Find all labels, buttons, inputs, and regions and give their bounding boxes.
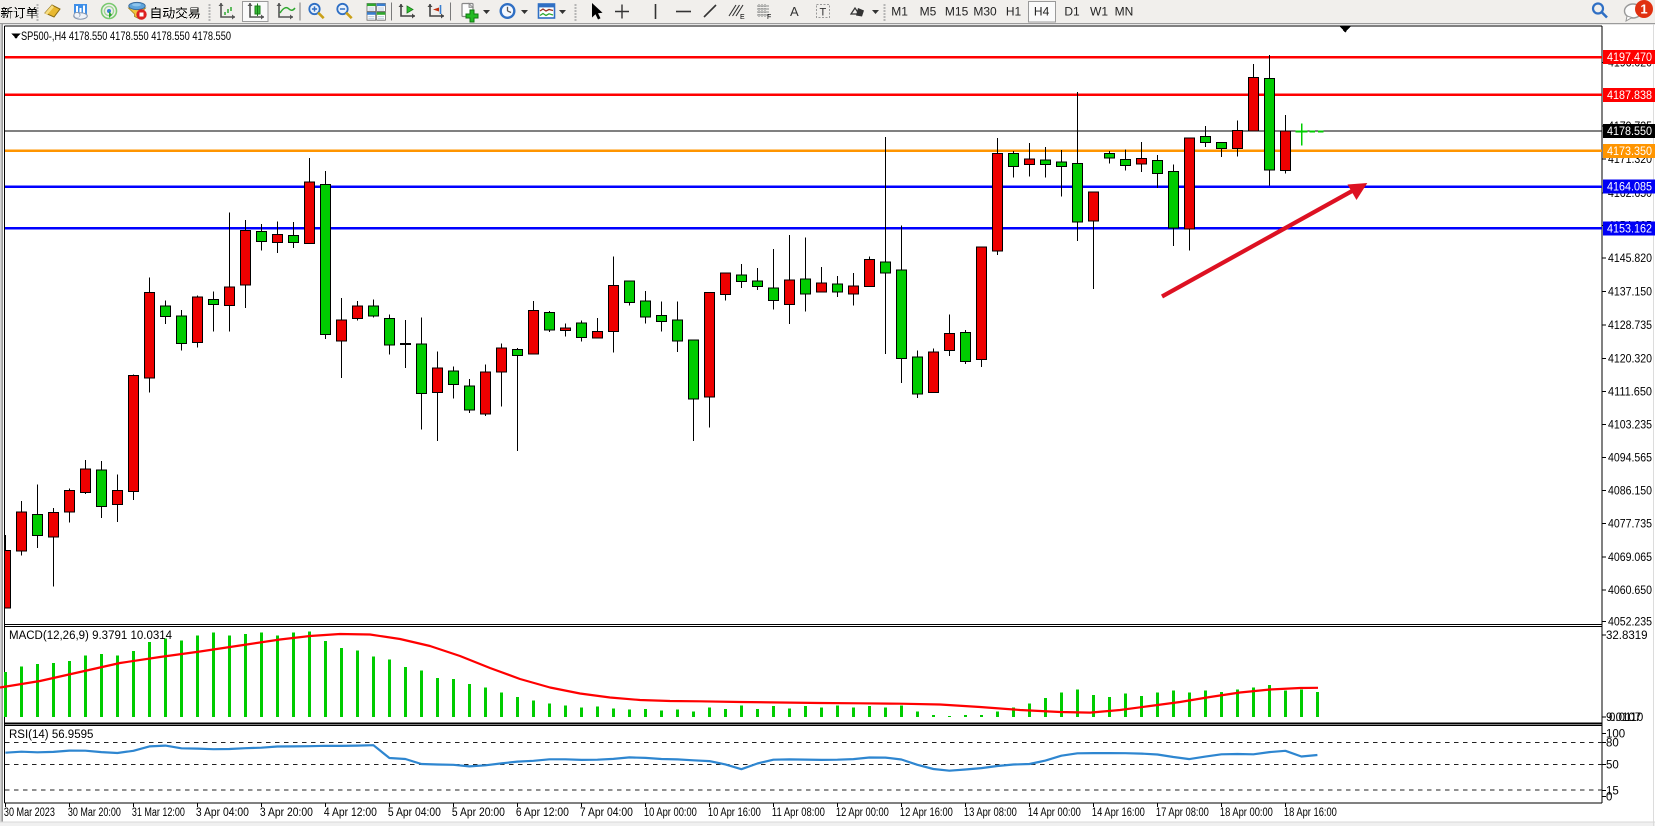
svg-text:4077.735: 4077.735: [1608, 519, 1652, 531]
svg-text:MN: MN: [1115, 5, 1134, 19]
svg-text:4052.235: 4052.235: [1608, 617, 1652, 629]
svg-text:18 Apr 16:00: 18 Apr 16:00: [1284, 807, 1337, 819]
svg-text:10 Apr 00:00: 10 Apr 00:00: [644, 807, 697, 819]
svg-text:7 Apr 04:00: 7 Apr 04:00: [580, 807, 633, 819]
svg-text:10 Apr 16:00: 10 Apr 16:00: [708, 807, 761, 819]
svg-text:H4: H4: [1034, 5, 1050, 19]
svg-text:M1: M1: [891, 5, 908, 19]
svg-text:D1: D1: [1064, 5, 1080, 19]
svg-text:4187.838: 4187.838: [1607, 90, 1652, 102]
svg-text:12 Apr 00:00: 12 Apr 00:00: [836, 807, 889, 819]
svg-text:5 Apr 04:00: 5 Apr 04:00: [388, 807, 441, 819]
svg-text:4173.350: 4173.350: [1607, 146, 1652, 158]
svg-text:6 Apr 12:00: 6 Apr 12:00: [516, 807, 569, 819]
svg-text:SP500-,H4 4178.550 4178.550 4: SP500-,H4 4178.550 4178.550 4178.550 417…: [21, 29, 231, 43]
svg-text:4197.470: 4197.470: [1607, 52, 1652, 64]
svg-text:1: 1: [1640, 2, 1647, 17]
svg-text:9.0107: 9.0107: [1606, 712, 1641, 724]
svg-text:4120.320: 4120.320: [1608, 354, 1652, 366]
svg-text:13 Apr 08:00: 13 Apr 08:00: [964, 807, 1017, 819]
svg-text:17 Apr 08:00: 17 Apr 08:00: [1156, 807, 1209, 819]
svg-text:A: A: [790, 4, 799, 19]
svg-text:4094.565: 4094.565: [1608, 452, 1652, 464]
svg-text:M15: M15: [945, 5, 969, 19]
svg-text:M5: M5: [920, 5, 937, 19]
svg-text:0: 0: [1606, 792, 1612, 804]
svg-text:4103.235: 4103.235: [1608, 419, 1652, 431]
svg-text:12 Apr 16:00: 12 Apr 16:00: [900, 807, 953, 819]
svg-text:4060.650: 4060.650: [1608, 585, 1652, 597]
svg-text:80: 80: [1606, 737, 1619, 749]
svg-text:4 Apr 12:00: 4 Apr 12:00: [324, 807, 377, 819]
svg-text:E: E: [740, 14, 745, 21]
svg-text:32.8319: 32.8319: [1606, 630, 1648, 642]
svg-text:14 Apr 00:00: 14 Apr 00:00: [1028, 807, 1081, 819]
svg-text:30 Mar 20:00: 30 Mar 20:00: [68, 807, 121, 819]
svg-text:4111.650: 4111.650: [1608, 386, 1652, 398]
svg-text:M30: M30: [973, 5, 997, 19]
svg-text:RSI(14) 56.9595: RSI(14) 56.9595: [9, 729, 93, 741]
svg-text:4128.735: 4128.735: [1608, 320, 1652, 332]
svg-text:H1: H1: [1006, 5, 1022, 19]
svg-text:4137.150: 4137.150: [1608, 287, 1652, 299]
svg-text:5 Apr 20:00: 5 Apr 20:00: [452, 807, 505, 819]
svg-text:15: 15: [1606, 785, 1619, 797]
svg-text:4086.150: 4086.150: [1608, 486, 1652, 498]
svg-text:14 Apr 16:00: 14 Apr 16:00: [1092, 807, 1145, 819]
svg-text:4178.550: 4178.550: [1607, 126, 1652, 138]
svg-text:50: 50: [1606, 760, 1619, 772]
svg-text:0.0110: 0.0110: [1609, 712, 1643, 724]
svg-text:30 Mar 2023: 30 Mar 2023: [4, 807, 55, 819]
svg-text:4153.162: 4153.162: [1607, 223, 1652, 235]
svg-text:W1: W1: [1090, 5, 1108, 19]
svg-text:3 Apr 04:00: 3 Apr 04:00: [196, 807, 249, 819]
svg-text:3 Apr 20:00: 3 Apr 20:00: [260, 807, 313, 819]
svg-text:T: T: [820, 7, 827, 19]
svg-text:11 Apr 08:00: 11 Apr 08:00: [772, 807, 825, 819]
svg-text:4164.085: 4164.085: [1607, 182, 1652, 194]
svg-text:100: 100: [1606, 729, 1625, 741]
svg-text:MACD(12,26,9) 9.3791 10.0314: MACD(12,26,9) 9.3791 10.0314: [9, 630, 173, 642]
svg-text:F: F: [767, 14, 771, 21]
svg-text:18 Apr 00:00: 18 Apr 00:00: [1220, 807, 1273, 819]
svg-text:31 Mar 12:00: 31 Mar 12:00: [132, 807, 185, 819]
svg-text:4069.065: 4069.065: [1608, 552, 1652, 564]
svg-text:4145.820: 4145.820: [1608, 253, 1652, 265]
